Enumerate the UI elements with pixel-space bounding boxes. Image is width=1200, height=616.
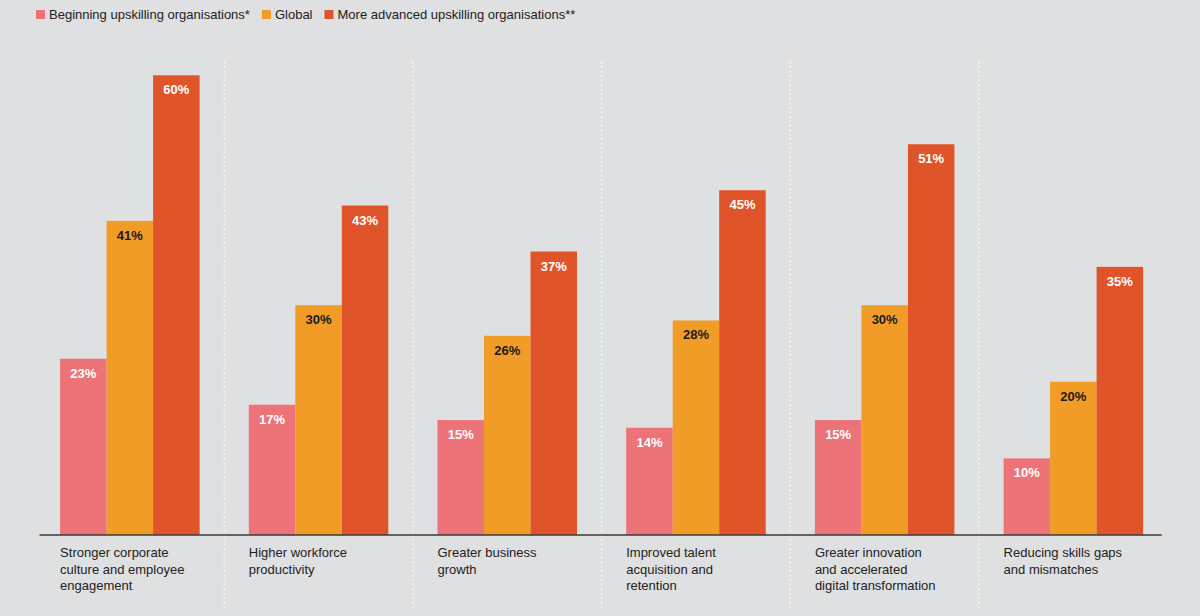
data-label: 15% [825, 427, 851, 442]
category-label-line: Greater innovation [815, 545, 922, 560]
group-separator [412, 62, 413, 610]
background [0, 0, 1200, 616]
bar [626, 428, 673, 535]
group-separator [224, 62, 225, 610]
bar [107, 221, 154, 535]
bar [531, 252, 578, 535]
category-label: Stronger corporate culture and employeeen… [60, 545, 184, 593]
bar [861, 305, 908, 535]
bar [60, 359, 107, 535]
data-label: 30% [872, 312, 898, 327]
data-label: 28% [683, 327, 709, 342]
data-label: 15% [448, 427, 474, 442]
category-label: Greater innovation and accelerateddigital… [815, 545, 936, 593]
data-label: 60% [163, 82, 189, 97]
category-label-line: Improved talent [626, 545, 716, 560]
data-labels: 23% 41% 60% 17% 30% 43% 15% 26% 37% 14% 28% 45% 15% 3… [70, 82, 1133, 480]
bar [249, 405, 295, 535]
data-label: 41% [117, 228, 143, 243]
legend: Beginning upskilling organisations* Globa… [36, 7, 575, 22]
category-label: Reducing skills gaps and mismatches [1004, 545, 1123, 577]
legend-swatch [325, 10, 334, 19]
data-label: 45% [729, 197, 755, 212]
category-label-line: Higher workforce [249, 545, 347, 560]
bar [153, 75, 200, 535]
data-label: 17% [259, 412, 285, 427]
category-label: Higher workforce productivity [249, 545, 347, 577]
category-label-line: productivity [249, 562, 315, 577]
category-label-line: growth [438, 562, 477, 577]
data-label: 14% [636, 435, 662, 450]
bar [438, 420, 485, 535]
data-label: 37% [541, 259, 567, 274]
bar [1004, 458, 1051, 535]
x-axis-line [40, 534, 1162, 535]
bar [295, 305, 342, 535]
bar [815, 420, 862, 535]
bar [1050, 382, 1097, 535]
bar [908, 144, 955, 535]
chart: 23% 41% 60% 17% 30% 43% 15% 26% 37% 14% 28% 45% 15% 3… [0, 0, 1200, 616]
category-label-line: Stronger corporate [60, 545, 168, 560]
group-separator [790, 62, 791, 610]
group-separator [978, 62, 979, 610]
legend-label: Beginning upskilling organisations* [49, 7, 250, 22]
data-label: 43% [352, 213, 378, 228]
category-label-line: culture and employee [60, 562, 184, 577]
bar [484, 336, 531, 535]
category-label: Greater business growth [438, 545, 537, 577]
group-separator [601, 62, 602, 610]
category-label-line: digital transformation [815, 578, 936, 593]
category-label-line: retention [626, 578, 677, 593]
category-label-line: Reducing skills gaps [1004, 545, 1123, 560]
category-label-line: and mismatches [1004, 562, 1099, 577]
data-label: 23% [70, 366, 96, 381]
bar [342, 206, 389, 535]
bars [60, 75, 1143, 535]
category-label-line: engagement [60, 578, 133, 593]
category-label: Improved talent acquisition andretention [626, 545, 716, 593]
legend-label: More advanced upskilling organisations** [338, 7, 576, 22]
category-label-line: Greater business [438, 545, 537, 560]
data-label: 26% [494, 343, 520, 358]
data-label: 30% [306, 312, 332, 327]
bar [1097, 267, 1144, 535]
category-label-line: acquisition and [626, 562, 713, 577]
legend-swatch [36, 10, 45, 19]
bar [673, 320, 720, 535]
data-label: 35% [1107, 274, 1133, 289]
data-label: 10% [1014, 465, 1040, 480]
legend-label: Global [275, 7, 313, 22]
bar [719, 190, 766, 535]
legend-swatch [262, 10, 271, 19]
category-label-line: and accelerated [815, 562, 908, 577]
data-label: 20% [1060, 389, 1086, 404]
data-label: 51% [918, 151, 944, 166]
